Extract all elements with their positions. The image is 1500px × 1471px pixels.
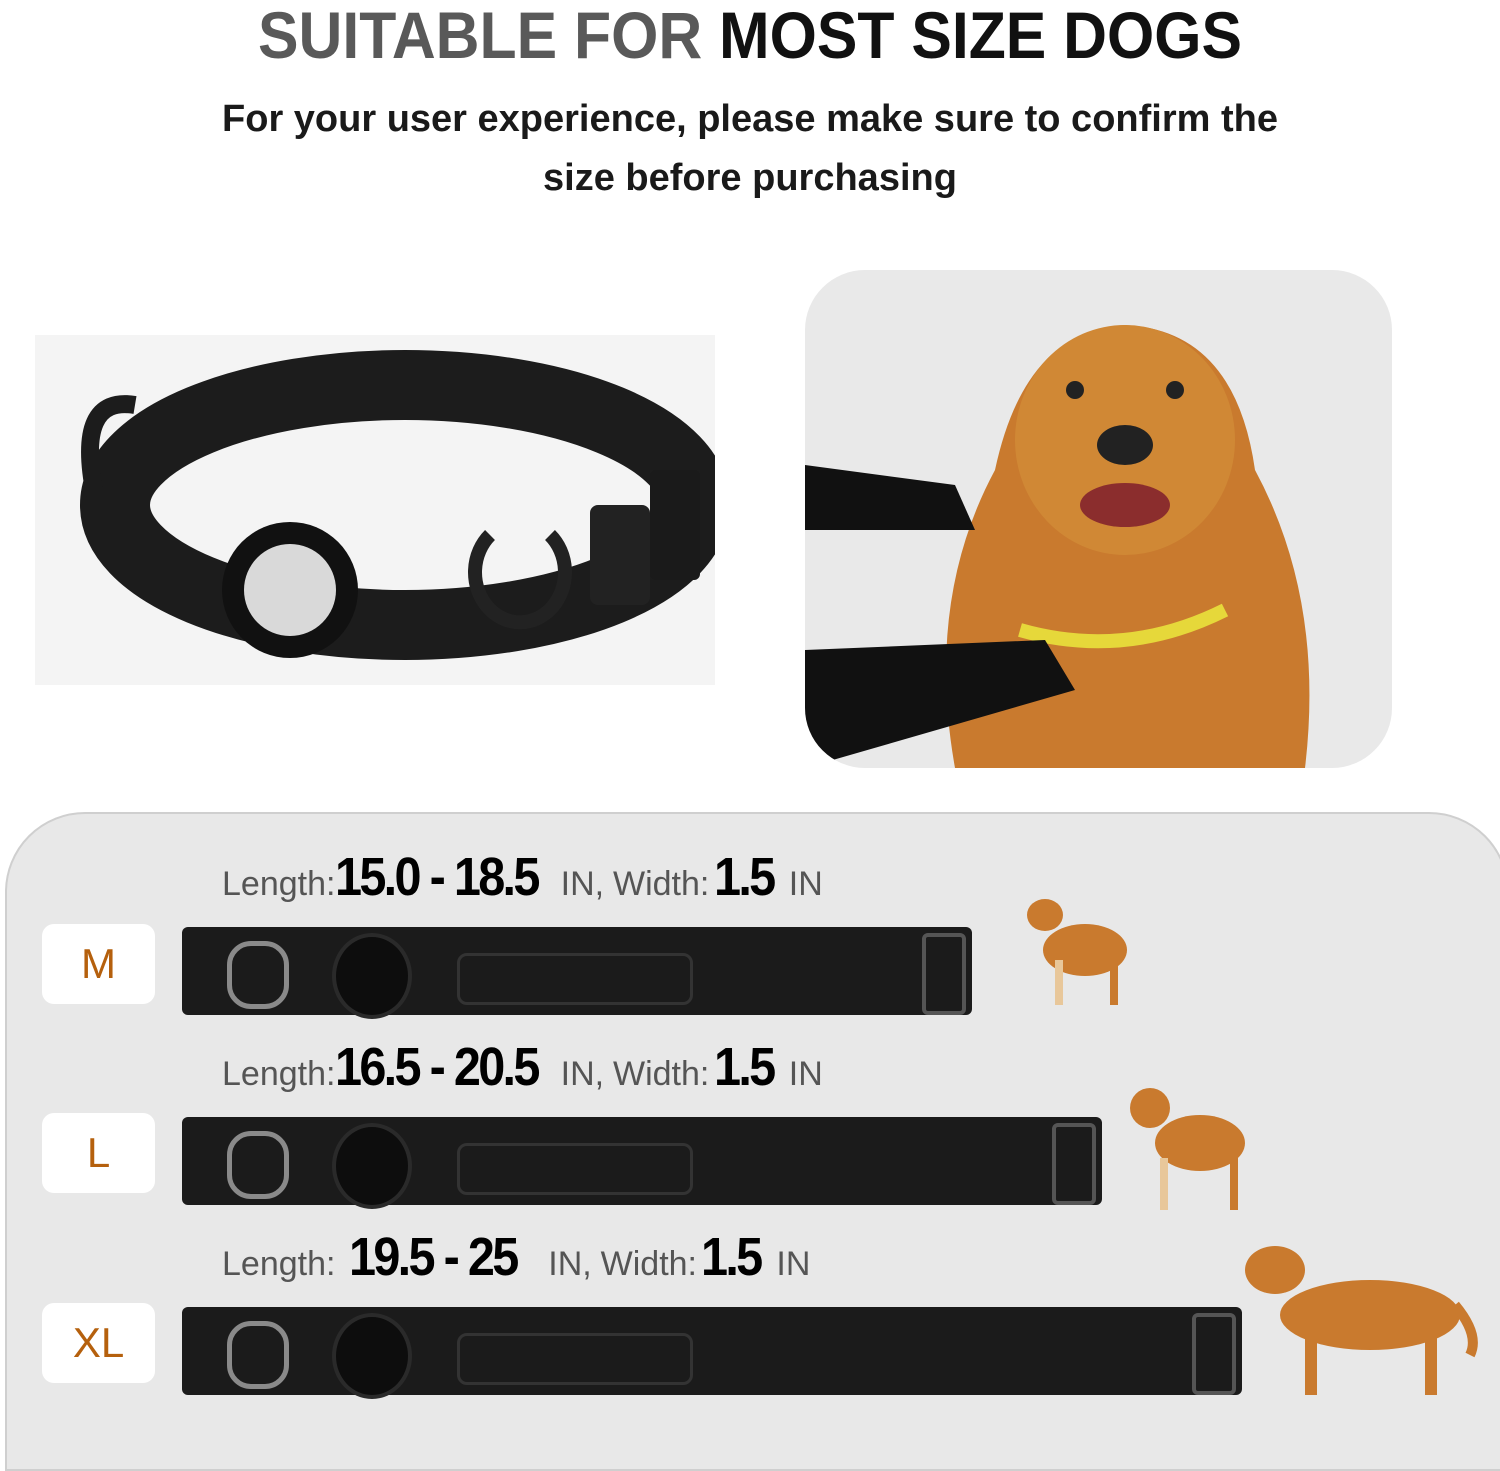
subtitle-line1: For your user experience, please make su…: [222, 98, 1278, 140]
size-spec: Length:15.0 - 18.5 IN, Width: 1.5 IN: [222, 846, 823, 907]
width-unit: IN: [776, 1245, 811, 1283]
width-label: Width:: [612, 865, 710, 903]
length-label: Length:: [222, 1245, 336, 1283]
width-label: Width:: [612, 1055, 710, 1093]
large-dog-image: [1245, 1246, 1478, 1395]
collar-image: [182, 1307, 1242, 1399]
subtitle-line2: size before purchasing: [543, 157, 957, 199]
medium-dog-image: [1130, 1088, 1245, 1210]
collar-image: [182, 1117, 1102, 1209]
length-unit: IN,: [548, 1245, 592, 1283]
length-label: Length:: [222, 865, 336, 903]
size-spec: Length:16.5 - 20.5 IN, Width: 1.5 IN: [222, 1036, 823, 1097]
width-unit: IN: [788, 1055, 823, 1093]
collar-image: [182, 927, 972, 1019]
golden-retriever-illustration: [805, 325, 1310, 768]
width-unit: IN: [788, 865, 823, 903]
page-title: SUITABLE FOR MOST SIZE DOGS: [60, 2, 1440, 68]
size-badge: L: [42, 1113, 155, 1193]
length-value: 19.5 - 25: [348, 1227, 519, 1287]
length-unit: IN,: [560, 1055, 605, 1093]
length-unit: IN,: [560, 865, 605, 903]
title-part1: SUITABLE FOR: [258, 0, 703, 72]
title-part2: MOST SIZE DOGS: [719, 0, 1242, 72]
small-dog-image: [1027, 899, 1127, 1005]
width-label: Width:: [600, 1245, 697, 1283]
dog-measuring-photo: [805, 270, 1392, 768]
length-label: Length:: [222, 1055, 336, 1093]
length-value: 15.0 - 18.5: [335, 847, 540, 907]
collar-illustration: [80, 350, 730, 660]
size-spec: Length: 19.5 - 25 IN, Width: 1.5 IN: [222, 1226, 811, 1287]
size-badge: XL: [42, 1303, 155, 1383]
width-value: 1.5: [701, 1227, 763, 1287]
collar-product-image: [35, 335, 730, 685]
width-value: 1.5: [713, 847, 776, 907]
width-value: 1.5: [713, 1037, 776, 1097]
length-value: 16.5 - 20.5: [335, 1037, 540, 1097]
size-badge: M: [42, 924, 155, 1004]
